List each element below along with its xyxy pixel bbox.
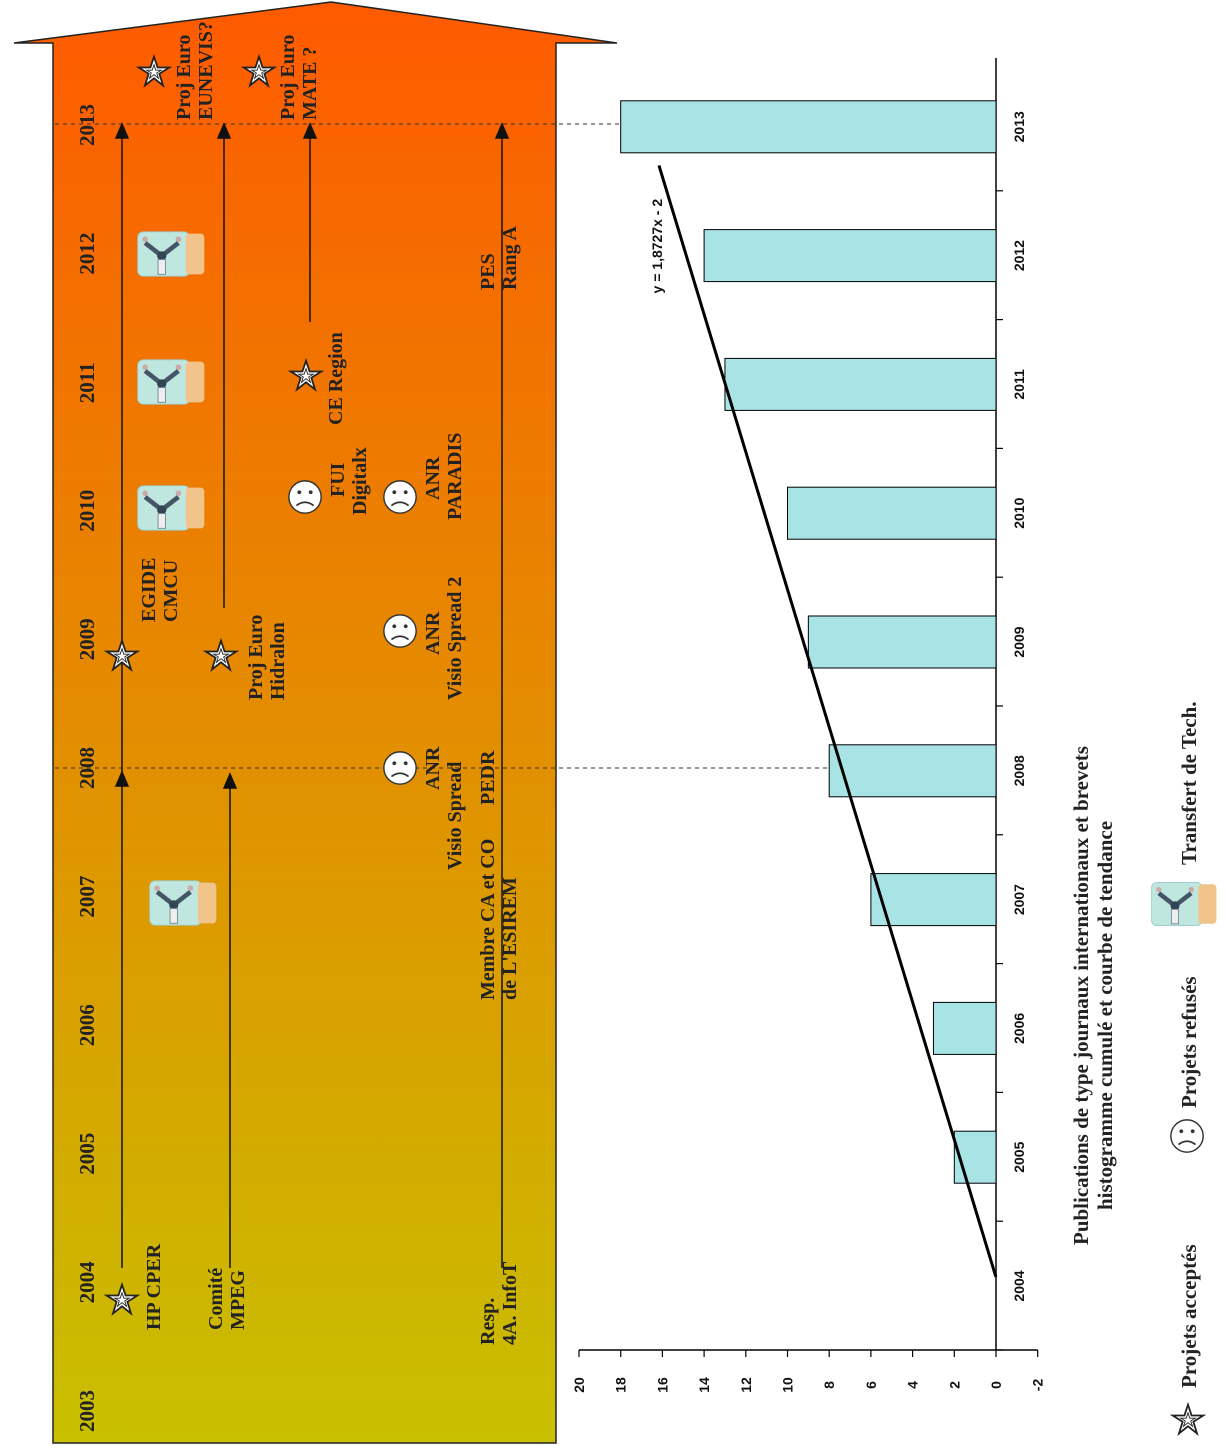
year-label: 2013 <box>75 104 99 146</box>
year-label: 2009 <box>75 618 99 660</box>
category-tick-label: 2007 <box>1011 884 1027 915</box>
value-tick-label: 6 <box>863 1381 879 1389</box>
label-paradis: PARADIS <box>444 433 466 520</box>
bar <box>703 229 997 283</box>
value-tick-label: 18 <box>613 1377 629 1393</box>
label-ce-region: CE Region <box>325 332 347 425</box>
timeline-arrow <box>13 1 618 1444</box>
label-digitalx: Digitalx <box>349 447 371 515</box>
category-tick-label: 2011 <box>1011 369 1027 400</box>
label-eunevis-2: EUNEVIS? <box>195 21 217 120</box>
year-label: 2012 <box>75 233 99 275</box>
legend-transfer: Transfert de Tech. <box>1177 701 1201 865</box>
value-tick-label: 2 <box>946 1381 962 1389</box>
legend-refused: Projets refusés <box>1177 976 1201 1108</box>
value-tick-label: 20 <box>571 1377 587 1393</box>
label-comite: Comité <box>205 1268 227 1330</box>
track-arrowhead <box>114 122 130 139</box>
bar <box>870 873 997 927</box>
year-label: 2006 <box>75 1004 99 1046</box>
value-tick-label: 16 <box>654 1377 670 1393</box>
transfer-icon <box>138 360 205 404</box>
category-tick-label: 2005 <box>1011 1141 1027 1172</box>
value-tick-label: 8 <box>821 1381 837 1389</box>
sad-face-icon <box>382 613 418 649</box>
label-hp-cper: HP CPER <box>143 1243 165 1330</box>
legend-star-icon <box>1171 1403 1205 1435</box>
label-anr1-b: Visio Spread <box>444 762 466 870</box>
label-rang-a: Rang A <box>499 226 521 290</box>
label-anr2-b: Visio Spread 2 <box>444 577 466 700</box>
category-tick-label: 2004 <box>1011 1270 1027 1301</box>
track-arrowhead <box>216 122 232 139</box>
legend-sad-face-icon <box>1169 1118 1205 1154</box>
label-fui: FUI <box>327 462 349 497</box>
label-anr1: ANR <box>422 746 444 790</box>
value-tick-label: 4 <box>905 1381 921 1389</box>
value-tick-label: 12 <box>738 1377 754 1393</box>
label-cmcu: CMCU <box>160 560 182 622</box>
bar <box>787 486 997 540</box>
category-tick-label: 2012 <box>1011 240 1027 271</box>
label-mpeg: MPEG <box>227 1270 249 1330</box>
label-esirem-2: de L'ESIREM <box>499 877 521 1000</box>
category-tick-label: 2013 <box>1011 111 1027 142</box>
sad-face-icon <box>382 479 418 515</box>
timeline-tracks <box>114 122 510 1268</box>
track-arrowhead <box>114 770 130 787</box>
legend-accepted: Projets acceptés <box>1177 1244 1201 1388</box>
bar <box>620 100 997 154</box>
transfer-icon <box>138 486 205 530</box>
value-tick-label: -2 <box>1030 1379 1046 1392</box>
label-mate-2: MATE ? <box>299 46 321 120</box>
category-tick-label: 2006 <box>1011 1013 1027 1044</box>
label-pedr: PEDR <box>477 750 499 805</box>
bar <box>953 1130 997 1184</box>
year-label: 2010 <box>75 490 99 532</box>
bar <box>724 357 997 411</box>
year-label: 2007 <box>75 876 99 918</box>
label-eunevis-1: Proj Euro <box>173 35 195 120</box>
track-arrowhead <box>302 122 318 139</box>
value-tick-label: 0 <box>988 1381 1004 1389</box>
label-esirem-1: Membre CA et CO <box>477 839 499 1000</box>
chart-caption-line1: Publications de type journaux internatio… <box>1069 746 1093 1245</box>
label-hidralon: Hidralon <box>267 622 289 700</box>
year-label: 2004 <box>75 1261 99 1304</box>
year-axis: 2003 2004 2005 2006 2007 2008 2009 2010 2011 2012… <box>75 104 99 1432</box>
label-anr2: ANR <box>422 611 444 655</box>
category-tick-label: 2009 <box>1011 626 1027 657</box>
chart-caption-line2: histogramme cumulé et courbe de tendance <box>1093 821 1117 1210</box>
sad-face-icon <box>382 750 418 786</box>
sad-face-icon <box>287 479 323 515</box>
label-anr3: ANR <box>422 456 444 500</box>
category-tick-label: 2008 <box>1011 755 1027 786</box>
value-tick-label: 14 <box>696 1377 712 1393</box>
label-proj-euro-hidralon: Proj Euro <box>245 615 267 700</box>
label-resp: Resp. <box>477 1298 499 1345</box>
bar <box>828 744 997 798</box>
year-label: 2005 <box>75 1133 99 1175</box>
publications-bar-chart: -2 0 2 4 6 8 10 12 14 16 18 20 2004 2005 2006 2007 2008 2… <box>571 58 1046 1393</box>
year-label: 2003 <box>75 1390 99 1432</box>
trend-equation: y = 1,8727x - 2 <box>649 199 665 294</box>
transfer-icon <box>138 232 205 276</box>
track-arrowhead <box>222 772 238 789</box>
year-label: 2011 <box>75 362 99 403</box>
bar <box>932 1001 997 1055</box>
trend-line <box>657 165 998 1278</box>
category-tick-label: 2010 <box>1011 497 1027 528</box>
label-pes: PES <box>477 253 499 290</box>
label-egide: EGIDE <box>138 558 160 622</box>
year-label: 2008 <box>75 747 99 789</box>
transfer-icon <box>150 881 217 925</box>
track-arrowhead <box>494 122 510 139</box>
label-4a-infot: 4A. InfoT <box>499 1261 521 1345</box>
label-mate-1: Proj Euro <box>277 35 299 120</box>
bar <box>807 615 997 669</box>
value-tick-label: 10 <box>780 1377 796 1393</box>
legend-transfer-icon <box>1152 882 1217 925</box>
